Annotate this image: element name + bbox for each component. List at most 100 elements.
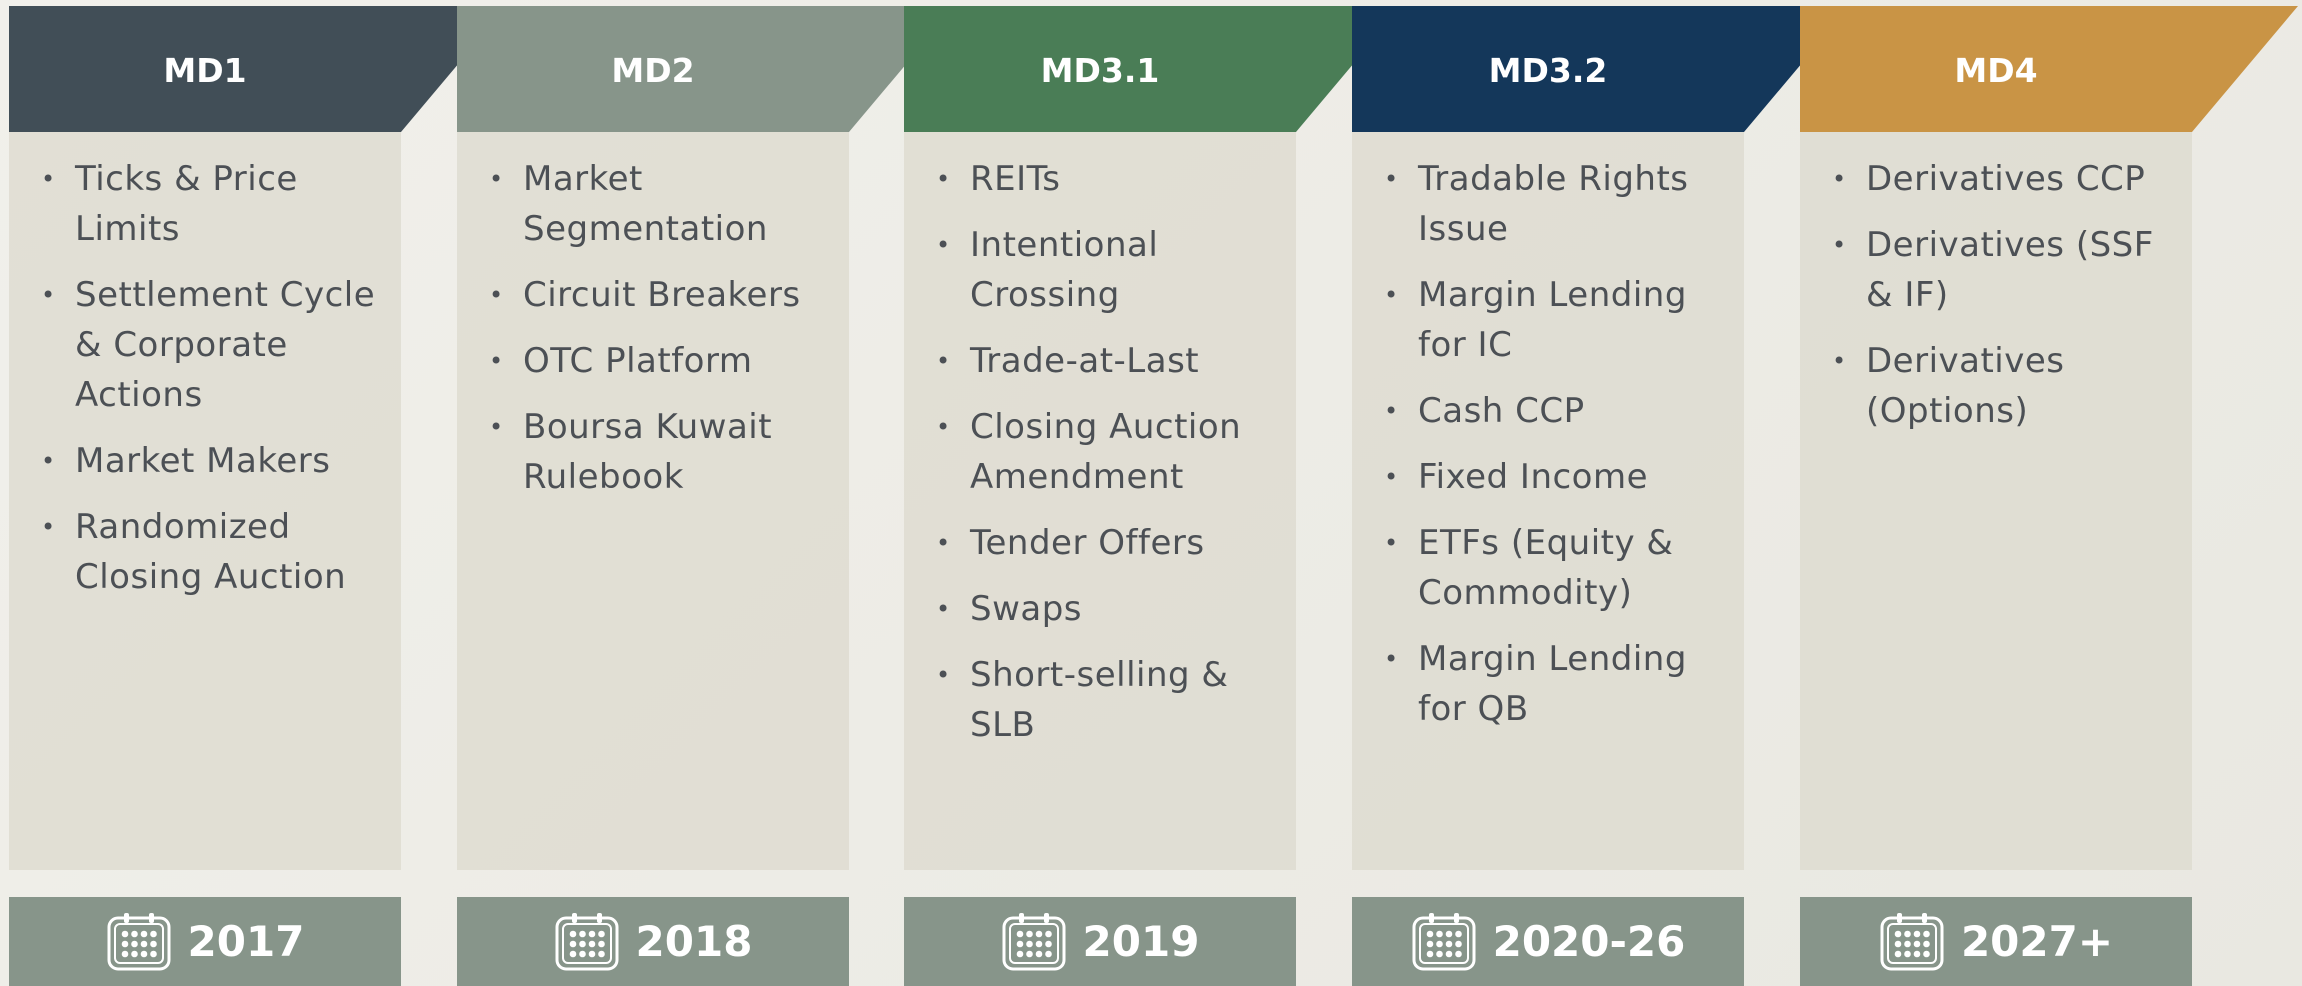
icon-part — [1904, 950, 1911, 957]
list-item: Intentional Crossing — [936, 220, 1276, 320]
list-item: Market Makers — [41, 436, 381, 486]
calendar-icon — [1412, 912, 1476, 970]
column-header: MD4 — [1800, 6, 2298, 132]
icon-part — [1002, 916, 1066, 970]
header-shape — [9, 6, 507, 132]
list-item: Cash CCP — [1384, 386, 1724, 436]
item-list: Derivatives CCP Derivatives (SSF & IF) Der… — [1820, 154, 2172, 436]
list-item: Circuit Breakers — [489, 270, 829, 320]
icon-part — [1913, 930, 1921, 937]
list-item: REITs — [936, 154, 1276, 204]
icon-part — [130, 940, 138, 947]
item-list: Ticks & Price Limits Settlement Cycle & C… — [29, 154, 381, 602]
icon-part — [597, 930, 605, 937]
icon-part — [121, 930, 128, 937]
column-header: MD1 — [9, 6, 507, 132]
column-header: MD3.1 — [904, 6, 1402, 132]
icon-part — [1913, 940, 1921, 947]
list-item: Fixed Income — [1384, 452, 1724, 502]
column: MD4 Derivatives CCP Derivatives (SSF & IF)… — [1800, 6, 2298, 986]
icon-part — [1428, 912, 1434, 923]
icon-part — [597, 940, 605, 947]
icon-part — [1904, 930, 1911, 937]
year-label: 2019 — [1082, 917, 1200, 966]
header-shape — [1800, 6, 2298, 132]
icon-part — [1894, 950, 1902, 957]
icon-part — [1435, 950, 1443, 957]
column-footer: 2027+ — [1800, 897, 2192, 986]
icon-part — [1016, 930, 1023, 937]
icon-part — [1904, 940, 1911, 947]
icon-part — [1035, 930, 1042, 937]
icon-part — [1025, 940, 1033, 947]
icon-part — [1453, 912, 1459, 923]
icon-part — [148, 912, 154, 923]
list-item: Derivatives CCP — [1832, 154, 2172, 204]
icon-part — [1880, 916, 1944, 970]
list-item: Boursa Kuwait Rulebook — [489, 402, 829, 502]
icon-part — [121, 950, 128, 957]
icon-part — [1435, 930, 1443, 937]
icon-part — [121, 940, 128, 947]
list-item: Randomized Closing Auction — [41, 502, 381, 602]
icon-part — [1025, 930, 1033, 937]
column-body: Market Segmentation Circuit Breakers OTC P… — [457, 132, 849, 870]
list-item: Derivatives (SSF & IF) — [1832, 220, 2172, 320]
icon-part — [597, 950, 605, 957]
icon-part — [578, 950, 586, 957]
icon-part — [1445, 930, 1452, 937]
icon-part — [578, 940, 586, 947]
column-header: MD3.2 — [1352, 6, 1850, 132]
icon-part — [1016, 940, 1023, 947]
icon-part — [588, 930, 595, 937]
icon-part — [1426, 940, 1433, 947]
icon-part — [1894, 930, 1902, 937]
year-label: 2020-26 — [1492, 917, 1686, 966]
icon-part — [1445, 940, 1452, 947]
icon-part — [1426, 950, 1433, 957]
header-shape — [457, 6, 955, 132]
icon-part — [130, 950, 138, 957]
list-item: Ticks & Price Limits — [41, 154, 381, 254]
column-footer: 2019 — [904, 897, 1296, 986]
icon-part — [555, 916, 619, 970]
icon-part — [588, 950, 595, 957]
icon-part — [140, 930, 147, 937]
column-footer: 2020-26 — [1352, 897, 1744, 986]
icon-part — [569, 950, 576, 957]
icon-part — [1886, 922, 1937, 964]
icon-part — [588, 940, 595, 947]
list-item: Settlement Cycle & Corporate Actions — [41, 270, 381, 420]
column: MD2 Market Segmentation Circuit Breakers OT… — [457, 6, 955, 986]
icon-part — [569, 930, 576, 937]
icon-part — [1445, 950, 1452, 957]
icon-part — [1412, 916, 1476, 970]
icon-part — [1418, 922, 1469, 964]
list-item: Short-selling & SLB — [936, 650, 1276, 750]
header-title: MD3.1 — [1041, 51, 1160, 90]
column: MD3.2 Tradable Rights Issue Margin Lending… — [1352, 6, 1850, 986]
icon-part — [1044, 950, 1052, 957]
icon-part — [1894, 940, 1902, 947]
icon-part — [1044, 940, 1052, 947]
list-item: OTC Platform — [489, 336, 829, 386]
icon-part — [1454, 950, 1462, 957]
column-footer: 2017 — [9, 897, 401, 986]
icon-part — [149, 930, 157, 937]
icon-part — [1025, 950, 1033, 957]
calendar-icon — [107, 912, 171, 970]
item-list: REITs Intentional Crossing Trade-at-Last Cl… — [924, 154, 1276, 750]
header-title: MD4 — [1954, 51, 2037, 90]
column-body: Tradable Rights Issue Margin Lending for … — [1352, 132, 1744, 870]
icon-part — [1426, 930, 1433, 937]
icon-part — [596, 912, 602, 923]
icon-part — [569, 940, 576, 947]
icon-part — [107, 916, 171, 970]
list-item: Swaps — [936, 584, 1276, 634]
list-item: Closing Auction Amendment — [936, 402, 1276, 502]
item-list: Market Segmentation Circuit Breakers OTC P… — [477, 154, 829, 502]
icon-part — [1913, 950, 1921, 957]
column: MD3.1 REITs Intentional Crossing Trade-at-L… — [904, 6, 1402, 986]
header-title: MD3.2 — [1489, 51, 1608, 90]
